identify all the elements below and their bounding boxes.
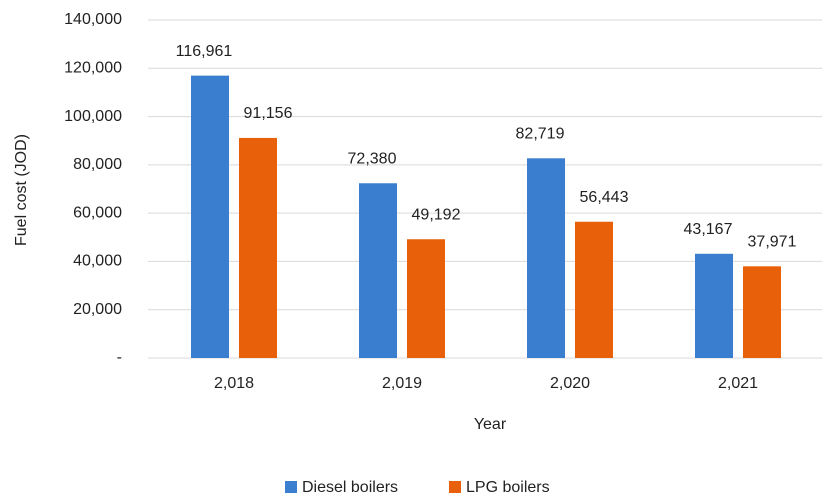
bar xyxy=(359,183,397,358)
bar xyxy=(407,239,445,358)
data-label: 56,443 xyxy=(580,189,629,206)
data-label: 116,961 xyxy=(176,43,233,60)
y-tick-label: 140,000 xyxy=(64,11,122,28)
bar xyxy=(743,266,781,358)
bar xyxy=(575,221,613,358)
data-label: 72,380 xyxy=(348,150,397,167)
bar xyxy=(527,158,565,358)
legend-swatch xyxy=(285,481,297,493)
bar xyxy=(695,253,733,358)
y-tick-label: 100,000 xyxy=(64,108,122,125)
y-axis-label: Fuel cost (JOD) xyxy=(13,134,30,246)
data-label: 91,156 xyxy=(244,105,293,122)
x-axis-label: Year xyxy=(474,416,507,433)
x-tick-label: 2,019 xyxy=(382,375,422,392)
y-tick-label: 80,000 xyxy=(73,156,122,173)
y-tick-label: 60,000 xyxy=(73,204,122,221)
y-tick-label: 20,000 xyxy=(73,301,122,318)
legend-swatch xyxy=(449,481,461,493)
x-tick-label: 2,018 xyxy=(214,375,254,392)
x-tick-label: 2,021 xyxy=(718,375,758,392)
legend-label: Diesel boilers xyxy=(302,479,398,496)
bar xyxy=(239,137,277,358)
y-tick-label: 120,000 xyxy=(64,60,122,77)
data-label: 43,167 xyxy=(684,221,733,238)
x-tick-label: 2,020 xyxy=(550,375,590,392)
data-label: 82,719 xyxy=(516,126,565,143)
y-tick-label: 40,000 xyxy=(73,253,122,270)
y-tick-label: - xyxy=(117,349,122,366)
data-label: 49,192 xyxy=(412,206,461,223)
bar xyxy=(191,75,229,358)
legend-label: LPG boilers xyxy=(466,479,550,496)
data-label: 37,971 xyxy=(748,234,797,251)
